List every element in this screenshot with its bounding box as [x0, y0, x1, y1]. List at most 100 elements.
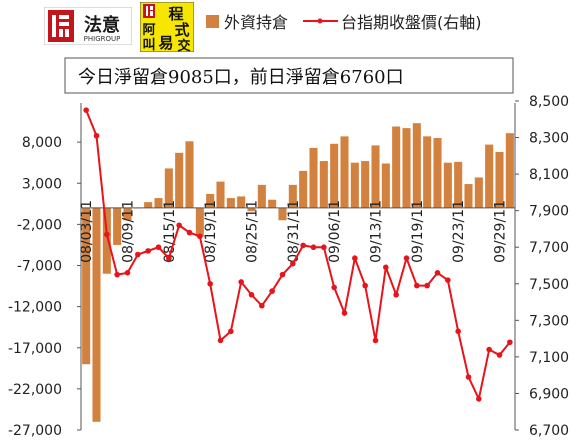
bar: [288, 184, 297, 208]
bar: [495, 151, 504, 208]
legend-line-marker: [317, 18, 323, 24]
bar: [319, 161, 328, 208]
price-point: [434, 270, 441, 276]
price-point: [341, 310, 348, 316]
price-point: [455, 328, 461, 335]
bar: [247, 207, 256, 212]
legend-bar-label: 外資持倉: [224, 13, 288, 32]
logo2-char-6: 交: [177, 38, 190, 52]
bar: [505, 133, 514, 208]
bar: [226, 198, 235, 208]
price-point: [279, 271, 286, 278]
price-point: [197, 233, 203, 240]
bar: [92, 207, 101, 422]
x-tick-label: 08/25/11: [245, 200, 261, 263]
right-tick-label: 8,100: [529, 167, 569, 183]
bar: [350, 162, 359, 208]
price-point: [176, 222, 182, 229]
bar: [164, 168, 173, 208]
right-tick-label: 7,500: [529, 277, 569, 293]
right-tick-label: 6,900: [529, 386, 569, 402]
price-point: [207, 280, 213, 287]
price-point: [445, 277, 451, 283]
x-tick-label: 09/29/11: [493, 200, 509, 263]
legend-bar-swatch: [206, 15, 219, 28]
bar: [464, 184, 473, 208]
price-point: [310, 244, 317, 251]
price-point: [507, 339, 513, 346]
price-point: [372, 337, 379, 344]
price-point: [352, 255, 358, 261]
bar: [113, 207, 122, 245]
bar: [392, 126, 401, 208]
price-point: [424, 282, 430, 289]
x-tick-label: 08/09/11: [121, 200, 137, 263]
right-tick-label: 7,300: [529, 313, 569, 329]
bar: [237, 196, 246, 208]
price-point: [248, 291, 255, 298]
price-point: [300, 242, 306, 249]
logo2-char-5: 易: [158, 34, 173, 52]
price-point: [114, 271, 120, 278]
bar: [330, 143, 339, 208]
price-point: [259, 302, 265, 309]
logo1-subtitle: PHIGROUP: [84, 35, 121, 43]
price-point: [155, 244, 162, 251]
price-point: [238, 279, 244, 285]
left-tick-label: 3,000: [22, 176, 62, 192]
x-tick-label: 08/03/11: [79, 200, 95, 263]
bar: [474, 177, 483, 208]
legend-line-label: 台指期收盤價(右軸): [341, 13, 482, 32]
x-tick-label: 09/23/11: [451, 200, 467, 263]
logo2-char-2: 程: [168, 5, 183, 23]
price-point: [166, 255, 172, 261]
right-axis-ticks: 8,500 8,300 8,100 7,900 7,700 7,500 7,300 7,100…: [515, 94, 569, 439]
right-tick-label: 6,700: [529, 423, 569, 439]
left-tick-label: -2,000: [17, 217, 62, 233]
bar: [144, 202, 153, 208]
phigroup-logo: 法意 PHIGROUP: [43, 6, 133, 46]
price-point: [476, 396, 482, 402]
price-point: [331, 284, 337, 291]
price-point: [124, 270, 131, 276]
price-point: [383, 264, 389, 271]
bar: [381, 163, 390, 208]
x-tick-label: 08/31/11: [286, 200, 302, 263]
price-point: [83, 107, 89, 113]
bar: [102, 207, 111, 274]
price-point: [290, 260, 296, 267]
price-point: [145, 248, 151, 254]
right-tick-label: 8,500: [529, 94, 569, 110]
x-axis-labels: 08/03/11 08/09/11 08/15/11 08/19/11 08/25/11…: [79, 200, 508, 263]
price-point: [321, 244, 327, 251]
bar: [309, 147, 318, 208]
annotation-text: 今日淨留倉9085口，前日淨留倉6760口: [78, 67, 404, 88]
bar: [371, 145, 380, 208]
bar: [268, 199, 277, 208]
bar: [361, 161, 370, 208]
x-tick-label: 09/13/11: [369, 200, 385, 263]
price-point: [403, 255, 410, 261]
annotation-box: 今日淨留倉9085口，前日淨留倉6760口: [64, 57, 514, 94]
left-tick-label: -12,000: [8, 300, 62, 316]
price-point: [135, 251, 141, 258]
price-point: [362, 282, 368, 289]
program-trading-logo: 阿 程 叫 式 易 交: [139, 1, 195, 54]
left-tick-label: -27,000: [8, 423, 62, 439]
bar: [433, 138, 442, 208]
bar-series: [82, 123, 514, 422]
bar: [278, 207, 287, 221]
right-tick-label: 7,100: [529, 350, 569, 366]
logo2-char-1: 阿: [142, 23, 155, 38]
bar: [443, 162, 452, 208]
price-point: [228, 328, 234, 335]
price-point: [393, 291, 399, 298]
bar: [216, 181, 225, 208]
price-line: [85, 109, 511, 403]
bar: [423, 136, 432, 208]
price-point: [93, 132, 100, 139]
price-point: [496, 352, 503, 358]
price-point: [104, 231, 110, 238]
bar: [340, 136, 349, 208]
